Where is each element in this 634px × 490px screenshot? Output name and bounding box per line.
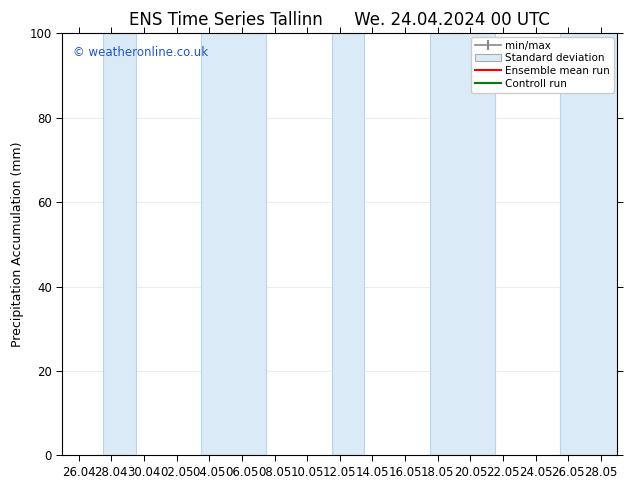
Y-axis label: Precipitation Accumulation (mm): Precipitation Accumulation (mm) <box>11 142 24 347</box>
Text: © weatheronline.co.uk: © weatheronline.co.uk <box>74 46 209 59</box>
Title: ENS Time Series Tallinn      We. 24.04.2024 00 UTC: ENS Time Series Tallinn We. 24.04.2024 0… <box>129 11 550 29</box>
Bar <box>560 33 626 456</box>
Legend: min/max, Standard deviation, Ensemble mean run, Controll run: min/max, Standard deviation, Ensemble me… <box>471 37 614 93</box>
Bar <box>332 33 365 456</box>
Bar <box>430 33 495 456</box>
Bar <box>103 33 136 456</box>
Bar <box>201 33 266 456</box>
